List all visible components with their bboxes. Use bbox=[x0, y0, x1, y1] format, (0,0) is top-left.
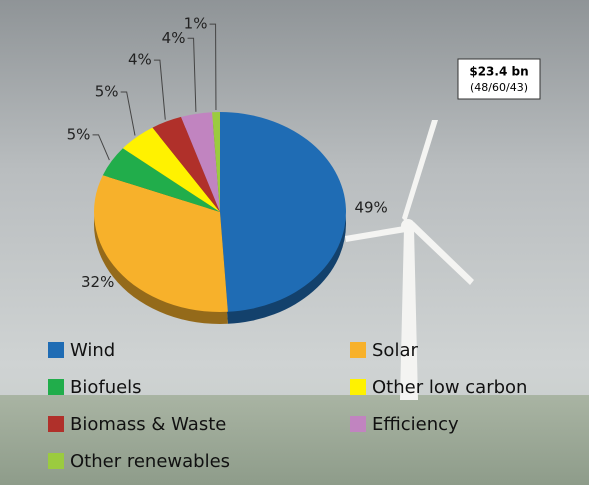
leader-line bbox=[92, 134, 110, 161]
pie: 49%32%5%5%4%4%1% bbox=[67, 15, 388, 325]
data-label: 5% bbox=[95, 82, 119, 100]
slice bbox=[212, 112, 220, 212]
slice bbox=[102, 148, 220, 212]
legend-label: Biomass & Waste bbox=[70, 414, 226, 435]
legend-swatch bbox=[48, 416, 64, 432]
annotation-frame bbox=[457, 58, 541, 100]
slice bbox=[181, 112, 220, 212]
leader-line bbox=[153, 59, 166, 120]
data-label: 1% bbox=[184, 15, 208, 33]
annotation-title: $23.4 bn bbox=[469, 65, 528, 79]
legend-swatch bbox=[48, 379, 64, 395]
slice bbox=[93, 175, 228, 312]
slice bbox=[220, 112, 346, 312]
legend-label: Other renewables bbox=[70, 451, 230, 472]
legend-swatch bbox=[350, 342, 366, 358]
leader-line bbox=[120, 91, 136, 136]
legend: Wind Solar Biofuels Other low carbon Biomass… bbox=[48, 340, 527, 472]
legend-label: Other low carbon bbox=[372, 377, 527, 398]
legend-swatch bbox=[350, 416, 366, 432]
data-label: 4% bbox=[162, 29, 186, 47]
annotation-subtitle: (48/60/43) bbox=[470, 81, 528, 94]
legend-label: Solar bbox=[372, 340, 418, 361]
data-label: 49% bbox=[354, 199, 387, 217]
slice bbox=[122, 127, 220, 212]
annotation-box: $23.4 bn (48/60/43) bbox=[457, 58, 541, 100]
data-label: 5% bbox=[67, 125, 91, 143]
data-label: 4% bbox=[128, 51, 152, 69]
legend-swatch bbox=[48, 342, 64, 358]
slice bbox=[152, 116, 220, 212]
legend-label: Biofuels bbox=[70, 377, 142, 398]
legend-swatch bbox=[350, 379, 366, 395]
legend-label: Wind bbox=[70, 340, 115, 361]
data-label: 32% bbox=[81, 273, 114, 291]
leader-line bbox=[209, 23, 217, 111]
leader-line bbox=[187, 37, 197, 112]
wind-turbine bbox=[345, 120, 474, 400]
ground bbox=[0, 395, 589, 485]
legend-label: Efficiency bbox=[372, 414, 459, 435]
legend-swatch bbox=[48, 453, 64, 469]
